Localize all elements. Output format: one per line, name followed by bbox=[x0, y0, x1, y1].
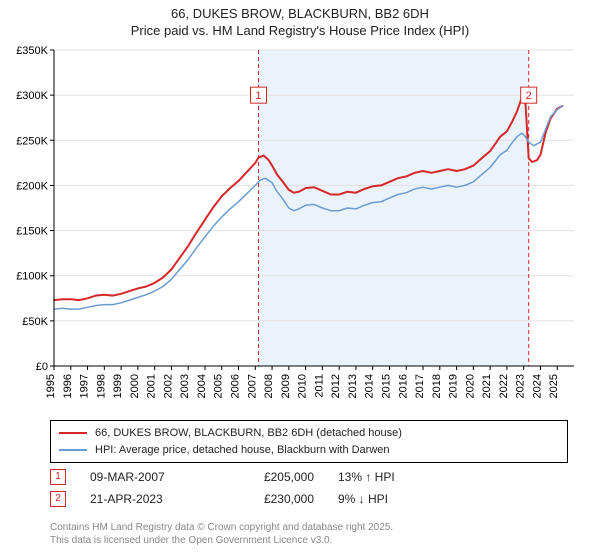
svg-text:2000: 2000 bbox=[129, 374, 141, 398]
svg-text:2008: 2008 bbox=[263, 374, 275, 398]
sale-price: £230,000 bbox=[224, 492, 314, 506]
sale-date: 09-MAR-2007 bbox=[90, 470, 200, 484]
marker-icon: 2 bbox=[50, 491, 66, 507]
svg-text:£300K: £300K bbox=[16, 90, 48, 102]
chart-title: 66, DUKES BROW, BLACKBURN, BB2 6DH Price… bbox=[0, 0, 600, 40]
svg-text:1997: 1997 bbox=[79, 374, 91, 398]
svg-text:2005: 2005 bbox=[213, 374, 225, 398]
svg-text:1995: 1995 bbox=[45, 374, 57, 398]
legend-swatch bbox=[59, 432, 87, 434]
svg-text:2017: 2017 bbox=[414, 374, 426, 398]
svg-text:1: 1 bbox=[255, 90, 261, 102]
svg-text:£350K: £350K bbox=[16, 45, 48, 57]
line-chart: £0 £50K £100K £150K £200K £250K £300K £350K 1995… bbox=[10, 44, 590, 414]
legend-swatch bbox=[59, 449, 87, 451]
svg-text:2003: 2003 bbox=[179, 374, 191, 398]
legend-label: HPI: Average price, detached house, Blac… bbox=[95, 442, 390, 459]
svg-text:£150K: £150K bbox=[16, 226, 48, 238]
svg-text:£250K: £250K bbox=[16, 135, 48, 147]
svg-text:2020: 2020 bbox=[464, 374, 476, 398]
chart-area: £0 £50K £100K £150K £200K £250K £300K £350K 1995… bbox=[10, 44, 590, 414]
legend-label: 66, DUKES BROW, BLACKBURN, BB2 6DH (deta… bbox=[95, 425, 402, 442]
svg-text:2025: 2025 bbox=[548, 374, 560, 398]
svg-text:1999: 1999 bbox=[112, 374, 124, 398]
svg-text:£200K: £200K bbox=[16, 180, 48, 192]
legend-item-price-paid: 66, DUKES BROW, BLACKBURN, BB2 6DH (deta… bbox=[59, 425, 559, 442]
svg-text:2018: 2018 bbox=[431, 374, 443, 398]
svg-text:2014: 2014 bbox=[364, 374, 376, 398]
title-address: 66, DUKES BROW, BLACKBURN, BB2 6DH bbox=[0, 6, 600, 23]
sale-date: 21-APR-2023 bbox=[90, 492, 200, 506]
svg-text:2: 2 bbox=[526, 90, 532, 102]
svg-text:£100K: £100K bbox=[16, 271, 48, 283]
attribution-line: This data is licensed under the Open Gov… bbox=[50, 535, 550, 548]
hpi-diff: 9% ↓ HPI bbox=[338, 492, 448, 506]
legend: 66, DUKES BROW, BLACKBURN, BB2 6DH (deta… bbox=[50, 420, 568, 463]
svg-text:1996: 1996 bbox=[62, 374, 74, 398]
attribution: Contains HM Land Registry data © Crown c… bbox=[50, 522, 550, 547]
sale-points-table: 1 09-MAR-2007 £205,000 13% ↑ HPI 2 21-AP… bbox=[50, 466, 550, 510]
svg-text:1998: 1998 bbox=[95, 374, 107, 398]
attribution-line: Contains HM Land Registry data © Crown c… bbox=[50, 522, 550, 535]
svg-text:2012: 2012 bbox=[330, 374, 342, 398]
svg-text:2002: 2002 bbox=[162, 374, 174, 398]
svg-text:2024: 2024 bbox=[531, 374, 543, 398]
svg-text:2004: 2004 bbox=[196, 374, 208, 398]
svg-text:2006: 2006 bbox=[230, 374, 242, 398]
marker-icon: 1 bbox=[50, 469, 66, 485]
svg-text:2022: 2022 bbox=[498, 374, 510, 398]
svg-text:2023: 2023 bbox=[515, 374, 527, 398]
svg-text:2015: 2015 bbox=[380, 374, 392, 398]
title-subtitle: Price paid vs. HM Land Registry's House … bbox=[0, 23, 600, 40]
svg-text:2013: 2013 bbox=[347, 374, 359, 398]
svg-text:2010: 2010 bbox=[297, 374, 309, 398]
legend-item-hpi: HPI: Average price, detached house, Blac… bbox=[59, 442, 559, 459]
sale-price: £205,000 bbox=[224, 470, 314, 484]
svg-text:2007: 2007 bbox=[246, 374, 258, 398]
svg-text:£0: £0 bbox=[36, 361, 48, 373]
svg-text:£50K: £50K bbox=[22, 316, 48, 328]
svg-text:2011: 2011 bbox=[313, 374, 325, 398]
svg-text:2021: 2021 bbox=[481, 374, 493, 398]
svg-text:2019: 2019 bbox=[448, 374, 460, 398]
svg-text:2001: 2001 bbox=[146, 374, 158, 398]
hpi-diff: 13% ↑ HPI bbox=[338, 470, 448, 484]
svg-text:2009: 2009 bbox=[280, 374, 292, 398]
sale-point-row: 2 21-APR-2023 £230,000 9% ↓ HPI bbox=[50, 488, 550, 510]
svg-text:2016: 2016 bbox=[397, 374, 409, 398]
sale-point-row: 1 09-MAR-2007 £205,000 13% ↑ HPI bbox=[50, 466, 550, 488]
